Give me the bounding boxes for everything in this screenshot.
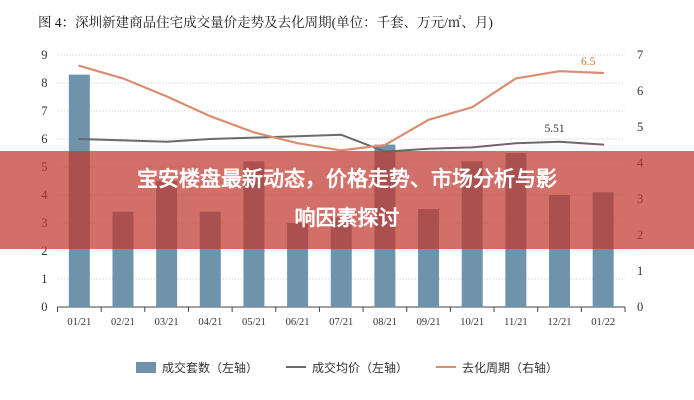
svg-text:10/21: 10/21 [460, 317, 484, 328]
svg-text:1: 1 [41, 272, 47, 286]
svg-text:04/21: 04/21 [198, 317, 222, 328]
svg-text:6.5: 6.5 [581, 56, 596, 68]
svg-text:5.51: 5.51 [544, 123, 564, 135]
svg-text:01/22: 01/22 [591, 317, 615, 328]
svg-text:02/21: 02/21 [111, 317, 135, 328]
svg-text:05/21: 05/21 [242, 317, 266, 328]
svg-text:5: 5 [637, 120, 643, 134]
svg-text:0: 0 [41, 300, 47, 314]
svg-text:9: 9 [41, 48, 47, 62]
svg-text:7: 7 [41, 104, 47, 118]
svg-text:01/21: 01/21 [67, 317, 91, 328]
svg-text:11/21: 11/21 [504, 317, 528, 328]
svg-text:12/21: 12/21 [548, 317, 572, 328]
svg-text:03/21: 03/21 [155, 317, 179, 328]
svg-text:6: 6 [41, 132, 47, 146]
svg-text:1: 1 [637, 264, 643, 278]
svg-text:8: 8 [41, 76, 47, 90]
svg-text:0: 0 [637, 300, 643, 314]
svg-text:06/21: 06/21 [286, 317, 310, 328]
svg-text:6: 6 [637, 84, 643, 98]
svg-text:09/21: 09/21 [417, 317, 441, 328]
svg-text:07/21: 07/21 [329, 317, 353, 328]
svg-text:7: 7 [637, 48, 643, 62]
svg-text:08/21: 08/21 [373, 317, 397, 328]
